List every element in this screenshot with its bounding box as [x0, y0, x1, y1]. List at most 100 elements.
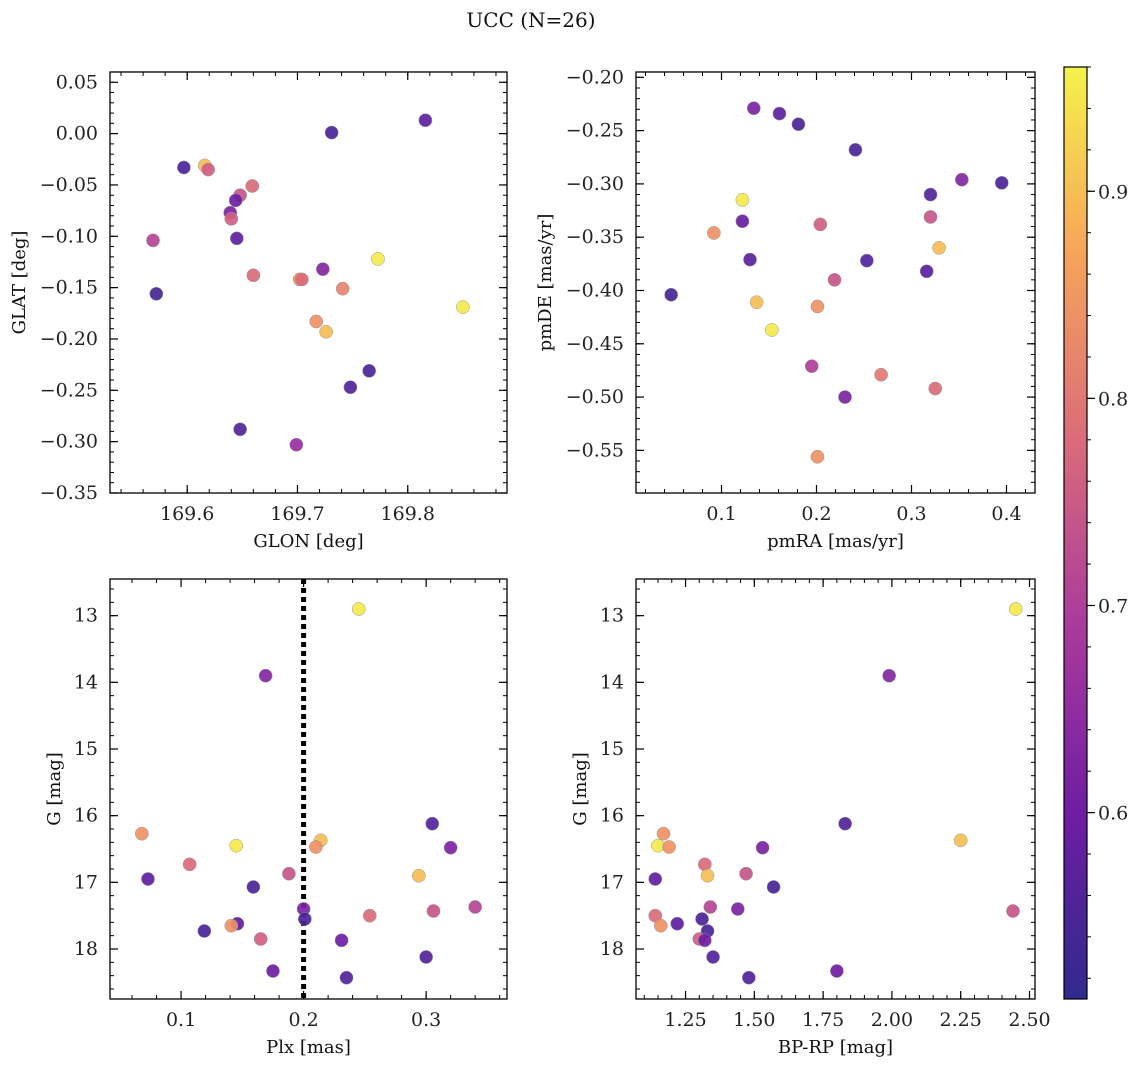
data-point — [730, 902, 745, 916]
data-point — [813, 217, 828, 232]
figure-title: UCC (N=26) — [466, 8, 595, 32]
y-tick-label: 16 — [74, 805, 98, 827]
data-point — [923, 210, 938, 224]
data-point — [228, 193, 243, 208]
y-tick-label: 15 — [74, 738, 98, 760]
data-point — [141, 872, 155, 886]
data-point — [245, 179, 260, 193]
data-point — [253, 932, 268, 946]
x-tick-label: 0.3 — [896, 503, 926, 525]
data-point — [707, 226, 721, 240]
data-point — [928, 381, 943, 396]
y-tick-label: 17 — [600, 871, 624, 893]
y-axis-label: G [mag] — [44, 752, 65, 825]
data-point — [838, 816, 852, 831]
y-tick-label: 13 — [74, 605, 98, 627]
x-axis-label: Plx [mas] — [266, 1037, 351, 1058]
panel-top-right: 0.1 0.2 0.3 0.4 −0.20 −0.25 −0.30 −0.35 −0.40 −0.… — [535, 66, 1036, 552]
colorbar-tick-label: 0.9 — [1098, 181, 1128, 203]
data-point — [343, 380, 358, 395]
data-point — [419, 950, 433, 964]
data-point — [339, 970, 354, 985]
data-point — [229, 231, 244, 246]
data-point — [246, 880, 261, 894]
data-point — [197, 924, 212, 938]
y-axis-label: G [mag] — [570, 752, 591, 825]
data-point — [810, 299, 825, 314]
x-tick-label: 2.50 — [1008, 1009, 1050, 1031]
data-point — [315, 262, 330, 277]
data-point — [425, 816, 440, 831]
colorbar-tick-label: 0.7 — [1098, 595, 1128, 617]
y-tick-label: −0.20 — [566, 66, 624, 88]
data-point — [656, 826, 671, 841]
y-axis-label: pmDE [mas/yr] — [535, 214, 556, 352]
y-tick-label: −0.10 — [40, 225, 98, 247]
y-tick-label: 14 — [600, 671, 624, 693]
x-axis-label: GLON [deg] — [253, 531, 363, 552]
panel-bottom-left: 0.1 0.2 0.3 13 14 15 16 17 18 Plx [mas] G [mag] — [44, 578, 508, 1058]
data-point — [224, 918, 239, 933]
colorbar-gradient — [1064, 67, 1087, 999]
y-tick-label: 13 — [600, 605, 624, 627]
x-tick-label: 2.00 — [871, 1009, 913, 1031]
data-point — [351, 602, 366, 616]
y-axis-label: GLAT [deg] — [9, 231, 30, 335]
data-point — [229, 838, 244, 853]
data-point — [653, 918, 668, 933]
data-point — [177, 160, 191, 175]
data-point — [266, 964, 280, 978]
data-point — [848, 142, 863, 157]
data-point — [749, 295, 764, 310]
data-point — [418, 113, 433, 128]
data-point — [955, 172, 969, 187]
data-point — [743, 252, 757, 267]
panel-bottom-right: 1.25 1.50 1.75 2.00 2.25 2.50 13 14 15 16 17 18 BP-R… — [570, 578, 1051, 1058]
plot-frame — [109, 71, 508, 494]
data-point — [994, 175, 1009, 190]
y-tick-label: −0.20 — [40, 328, 98, 350]
data-point — [1006, 904, 1020, 918]
data-point — [923, 187, 938, 202]
data-point — [282, 866, 296, 881]
data-point — [741, 970, 756, 985]
data-point — [810, 449, 825, 464]
data-point — [700, 868, 715, 883]
data-point — [648, 872, 663, 886]
y-tick-label: 0.00 — [56, 123, 98, 145]
y-tick-label: −0.35 — [566, 226, 624, 248]
y-tick-label: 17 — [74, 871, 98, 893]
data-point — [335, 281, 350, 296]
data-point — [766, 880, 781, 894]
y-tick-label: −0.55 — [566, 439, 624, 461]
x-tick-label: 0.4 — [991, 503, 1021, 525]
y-tick-label: −0.05 — [40, 174, 98, 196]
y-tick-label: −0.25 — [566, 120, 624, 142]
x-tick-label: 0.3 — [411, 1009, 441, 1031]
y-tick-label: 18 — [600, 938, 624, 960]
data-point — [334, 933, 349, 948]
data-point — [371, 252, 385, 266]
data-point — [319, 324, 333, 339]
y-tick-label: −0.30 — [566, 173, 624, 195]
data-point — [703, 900, 718, 914]
data-point — [932, 241, 946, 255]
data-point — [182, 857, 197, 872]
x-tick-label: 0.2 — [288, 1009, 318, 1031]
panels: 169.6 169.7 169.8 0.05 0.00 −0.05 −0.10 −0.15 −0… — [9, 66, 1051, 1058]
data-point — [804, 359, 819, 374]
y-tick-label: −0.35 — [40, 482, 98, 504]
y-tick-label: −0.50 — [566, 386, 624, 408]
data-point — [289, 437, 304, 452]
x-tick-label: 1.25 — [664, 1009, 706, 1031]
data-point — [874, 367, 888, 382]
y-tick-label: −0.45 — [566, 333, 624, 355]
data-point — [739, 866, 753, 881]
data-point — [838, 390, 852, 404]
data-point — [456, 300, 470, 314]
panel-top-left: 169.6 169.7 169.8 0.05 0.00 −0.05 −0.10 −0.15 −0… — [9, 71, 508, 552]
x-tick-label: 0.1 — [166, 1009, 196, 1031]
x-tick-label: 169.7 — [270, 503, 324, 525]
data-point — [201, 162, 215, 177]
data-point — [882, 668, 897, 683]
